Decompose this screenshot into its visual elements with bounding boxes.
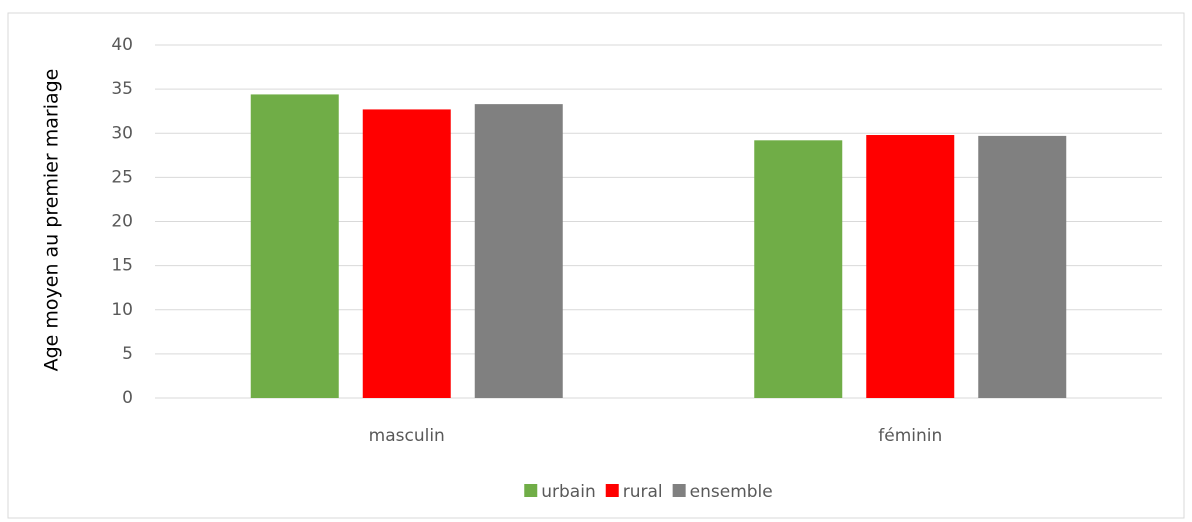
x-tick-label: féminin: [878, 426, 942, 446]
legend-label: ensemble: [690, 482, 773, 502]
y-tick-label: 10: [111, 300, 133, 320]
y-tick-label: 30: [111, 123, 133, 143]
bar: [866, 135, 955, 398]
legend-label: urbain: [541, 482, 595, 502]
y-tick-label: 40: [111, 35, 133, 55]
y-tick-label: 15: [111, 256, 133, 276]
y-tick-label: 35: [111, 79, 133, 99]
y-axis-title: Age moyen au premier mariage: [41, 69, 63, 372]
bar: [250, 94, 339, 399]
legend-swatch: [672, 484, 686, 497]
legend-swatch: [605, 484, 619, 497]
legend-label: rural: [623, 482, 663, 502]
bar: [362, 109, 451, 399]
bar: [754, 140, 843, 398]
y-tick-label: 0: [122, 388, 133, 408]
legend-swatch: [524, 484, 538, 497]
y-tick-label: 25: [111, 167, 133, 187]
y-tick-label: 5: [122, 344, 133, 364]
y-tick-label: 20: [111, 212, 133, 232]
bar: [474, 104, 563, 398]
bar: [978, 135, 1067, 398]
x-tick-label: masculin: [369, 426, 445, 446]
